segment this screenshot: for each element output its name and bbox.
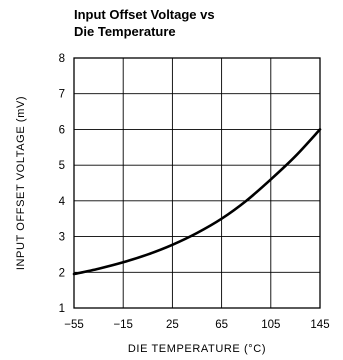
y-axis-label: INPUT OFFSET VOLTAGE (mV) <box>15 96 27 270</box>
chart-title-line-2: Die Temperature <box>74 24 176 39</box>
x-tick-label: 65 <box>215 319 228 331</box>
y-tick-label: 7 <box>59 89 65 101</box>
x-axis-label: DIE TEMPERATURE (°C) <box>128 343 266 355</box>
series-line <box>72 128 322 276</box>
y-tick-label: 2 <box>59 267 65 279</box>
y-tick-label: 3 <box>59 232 65 244</box>
y-tick-label: 1 <box>59 303 65 315</box>
series <box>72 128 322 276</box>
chart-title-line-1: Input Offset Voltage vs <box>74 7 215 22</box>
y-tick-label: 5 <box>59 160 65 172</box>
grid <box>74 58 320 308</box>
x-tick-label: −15 <box>113 319 133 331</box>
y-tick-label: 6 <box>59 124 65 136</box>
tick-labels: −55 −15 25 65 105 145 1 2 3 4 5 6 7 8 <box>59 53 330 331</box>
x-tick-label: 105 <box>261 319 280 331</box>
x-tick-label: −55 <box>64 319 84 331</box>
plot-frame <box>73 57 321 309</box>
y-tick-label: 8 <box>59 53 65 65</box>
y-tick-label: 4 <box>59 196 66 208</box>
x-tick-label: 25 <box>166 319 179 331</box>
x-tick-label: 145 <box>310 319 329 331</box>
